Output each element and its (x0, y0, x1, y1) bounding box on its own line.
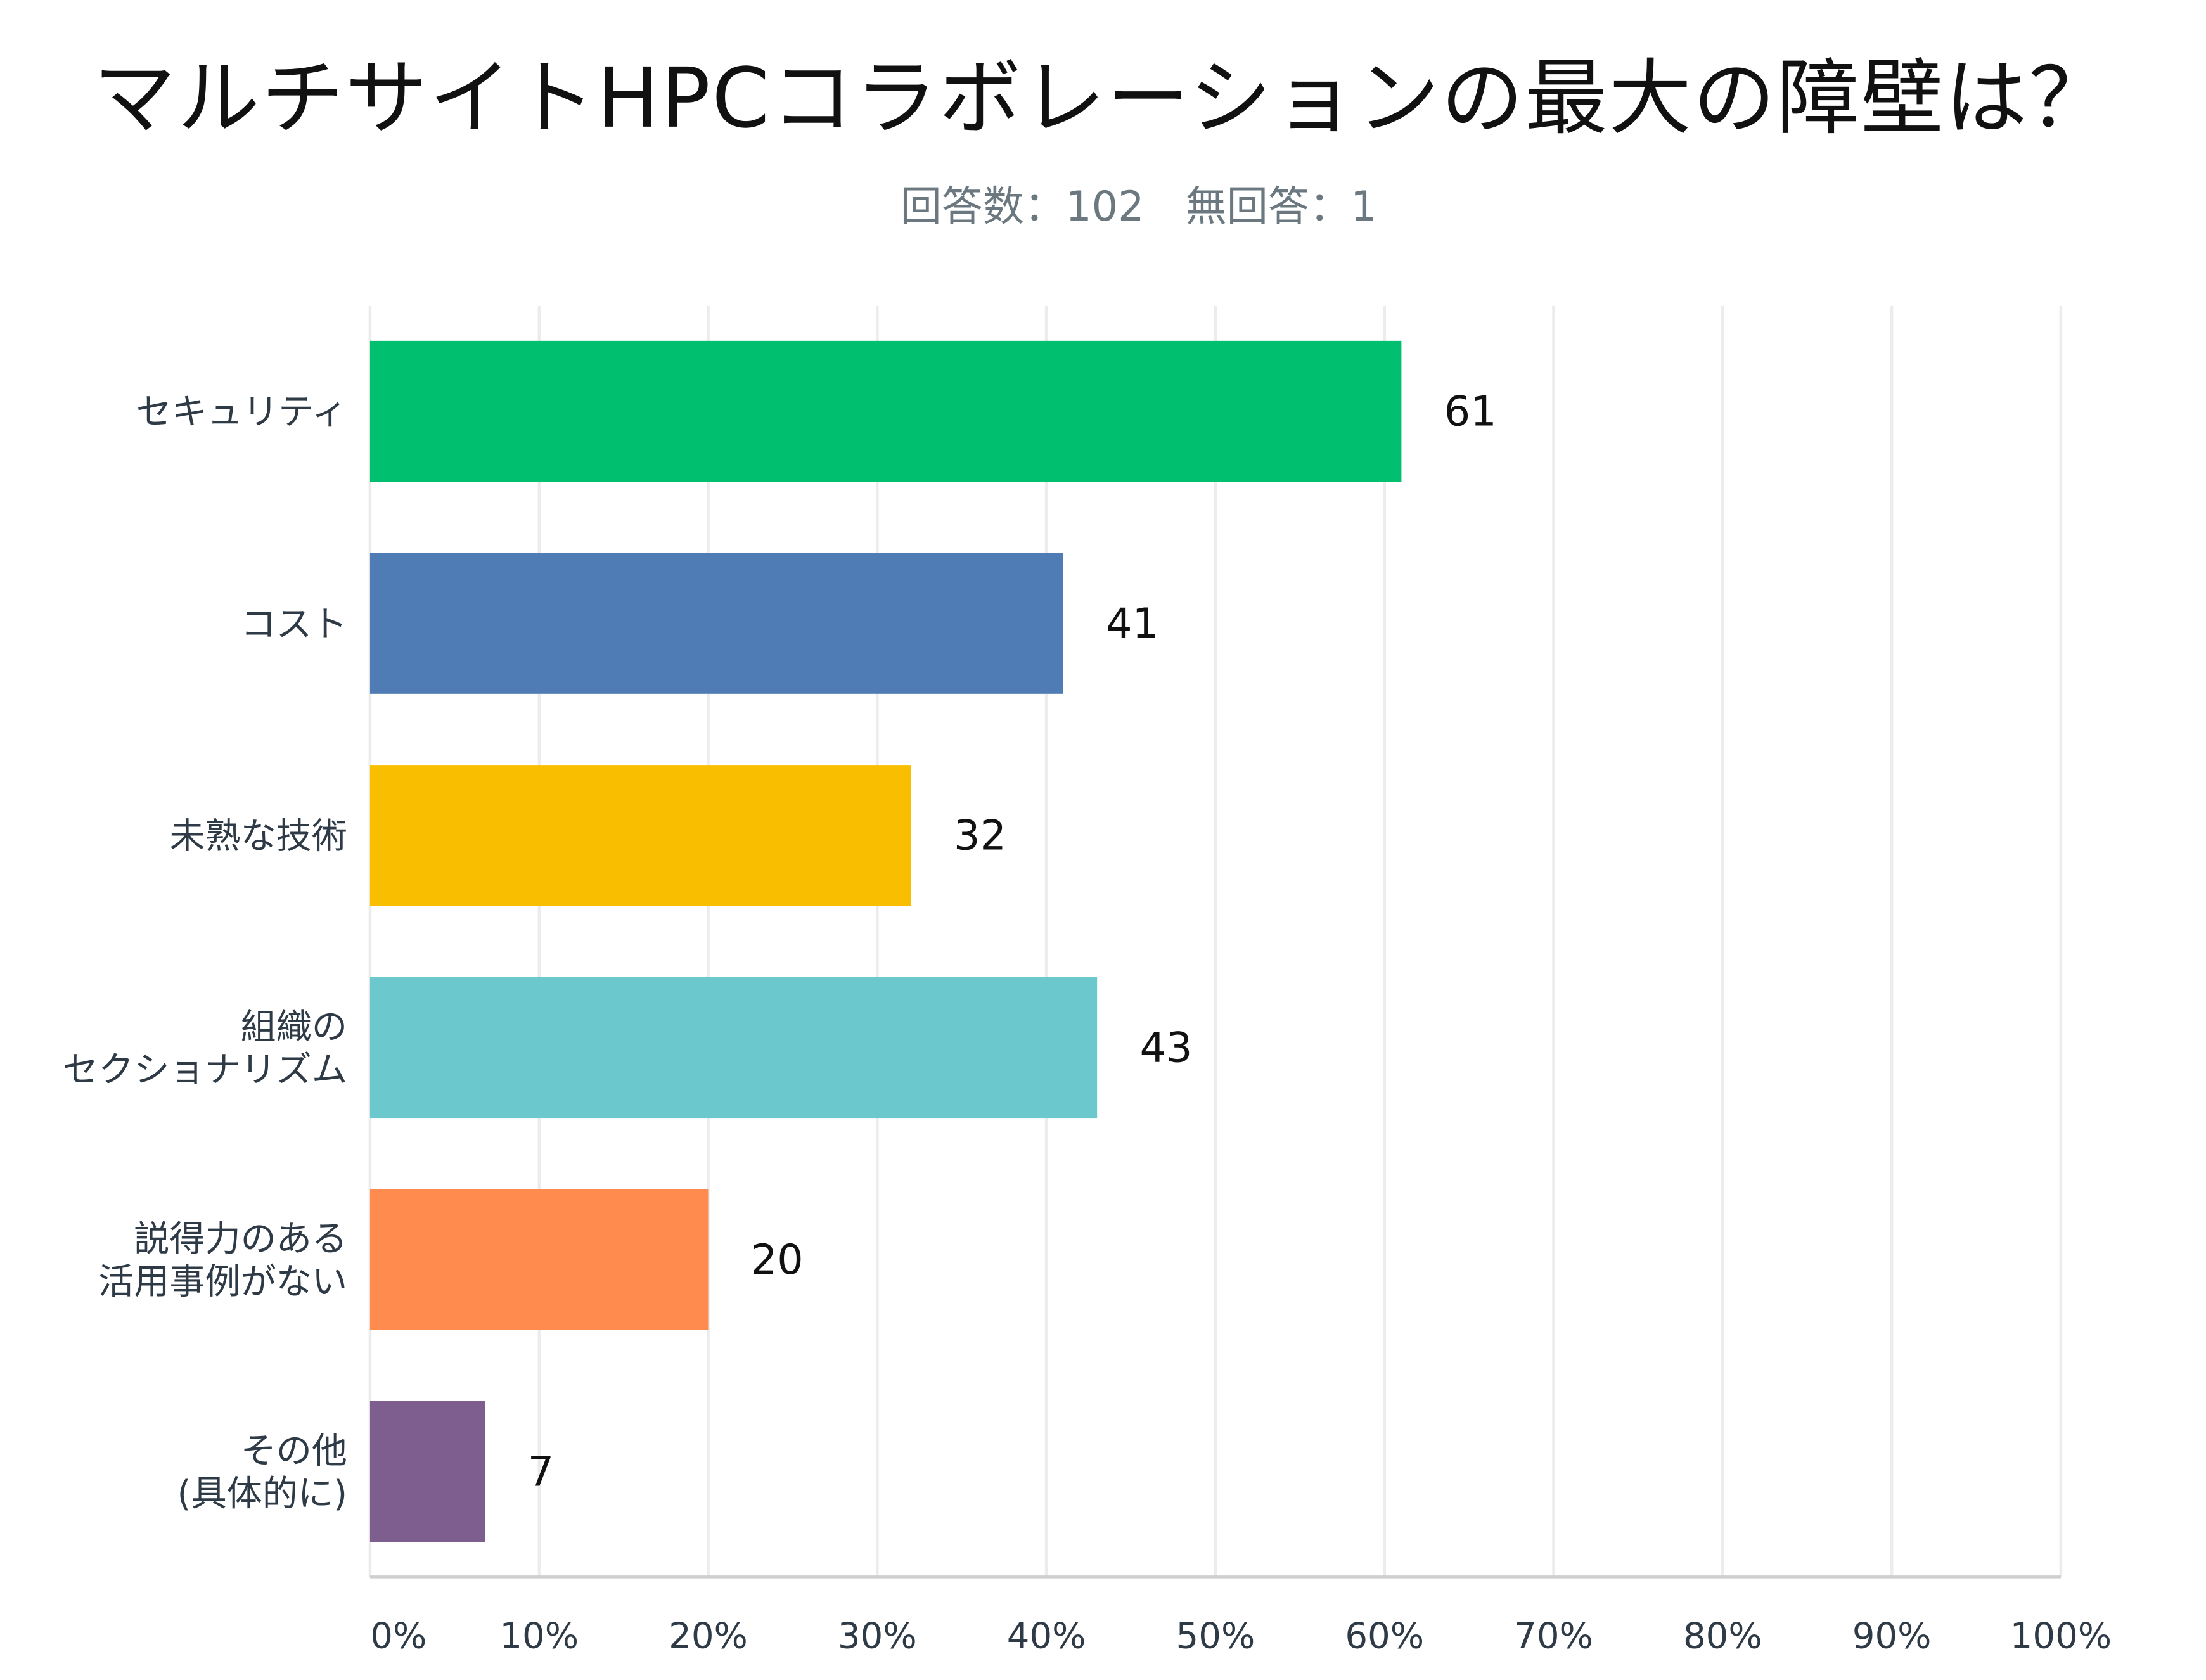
x-tick-label: 0% (370, 1616, 426, 1657)
x-tick-label: 50% (1176, 1616, 1255, 1657)
category-label: 組織の (241, 1006, 347, 1048)
bar (369, 765, 911, 906)
data-label: 43 (1140, 1024, 1193, 1072)
x-tick-label: 20% (669, 1616, 748, 1657)
category-label: (具体的に) (177, 1473, 347, 1515)
bar (369, 553, 1063, 694)
bar (369, 1189, 709, 1330)
category-label: 活用事例がない (98, 1261, 347, 1302)
data-label: 20 (751, 1236, 804, 1284)
x-tick-label: 100% (2010, 1616, 2112, 1657)
x-tick-label: 90% (1852, 1616, 1932, 1657)
category-label: セキュリティ (136, 392, 347, 433)
x-tick-label: 40% (1007, 1616, 1086, 1657)
bar (369, 340, 1402, 482)
data-label: 41 (1106, 600, 1158, 648)
data-label: 32 (954, 812, 1006, 860)
data-label: 7 (528, 1449, 554, 1496)
category-label: その他 (241, 1431, 347, 1472)
bar (369, 1401, 485, 1542)
x-tick-label: 80% (1683, 1616, 1762, 1657)
category-label: コスト (241, 604, 347, 645)
x-tick-label: 30% (838, 1616, 917, 1657)
category-label: 未熟な技術 (169, 816, 347, 857)
chart-title: マルチサイトHPCコラボレーションの最大の障壁は？ (93, 49, 2113, 147)
x-tick-label: 70% (1514, 1616, 1593, 1657)
bar (369, 977, 1098, 1119)
x-tick-label: 60% (1345, 1616, 1424, 1657)
data-label: 61 (1444, 388, 1497, 435)
category-label: 説得力のある (134, 1219, 347, 1260)
chart-subtitle: 回答数：102 無回答：1 (900, 182, 1377, 231)
x-tick-label: 10% (499, 1616, 579, 1657)
category-label: セクショナリズム (63, 1049, 347, 1091)
